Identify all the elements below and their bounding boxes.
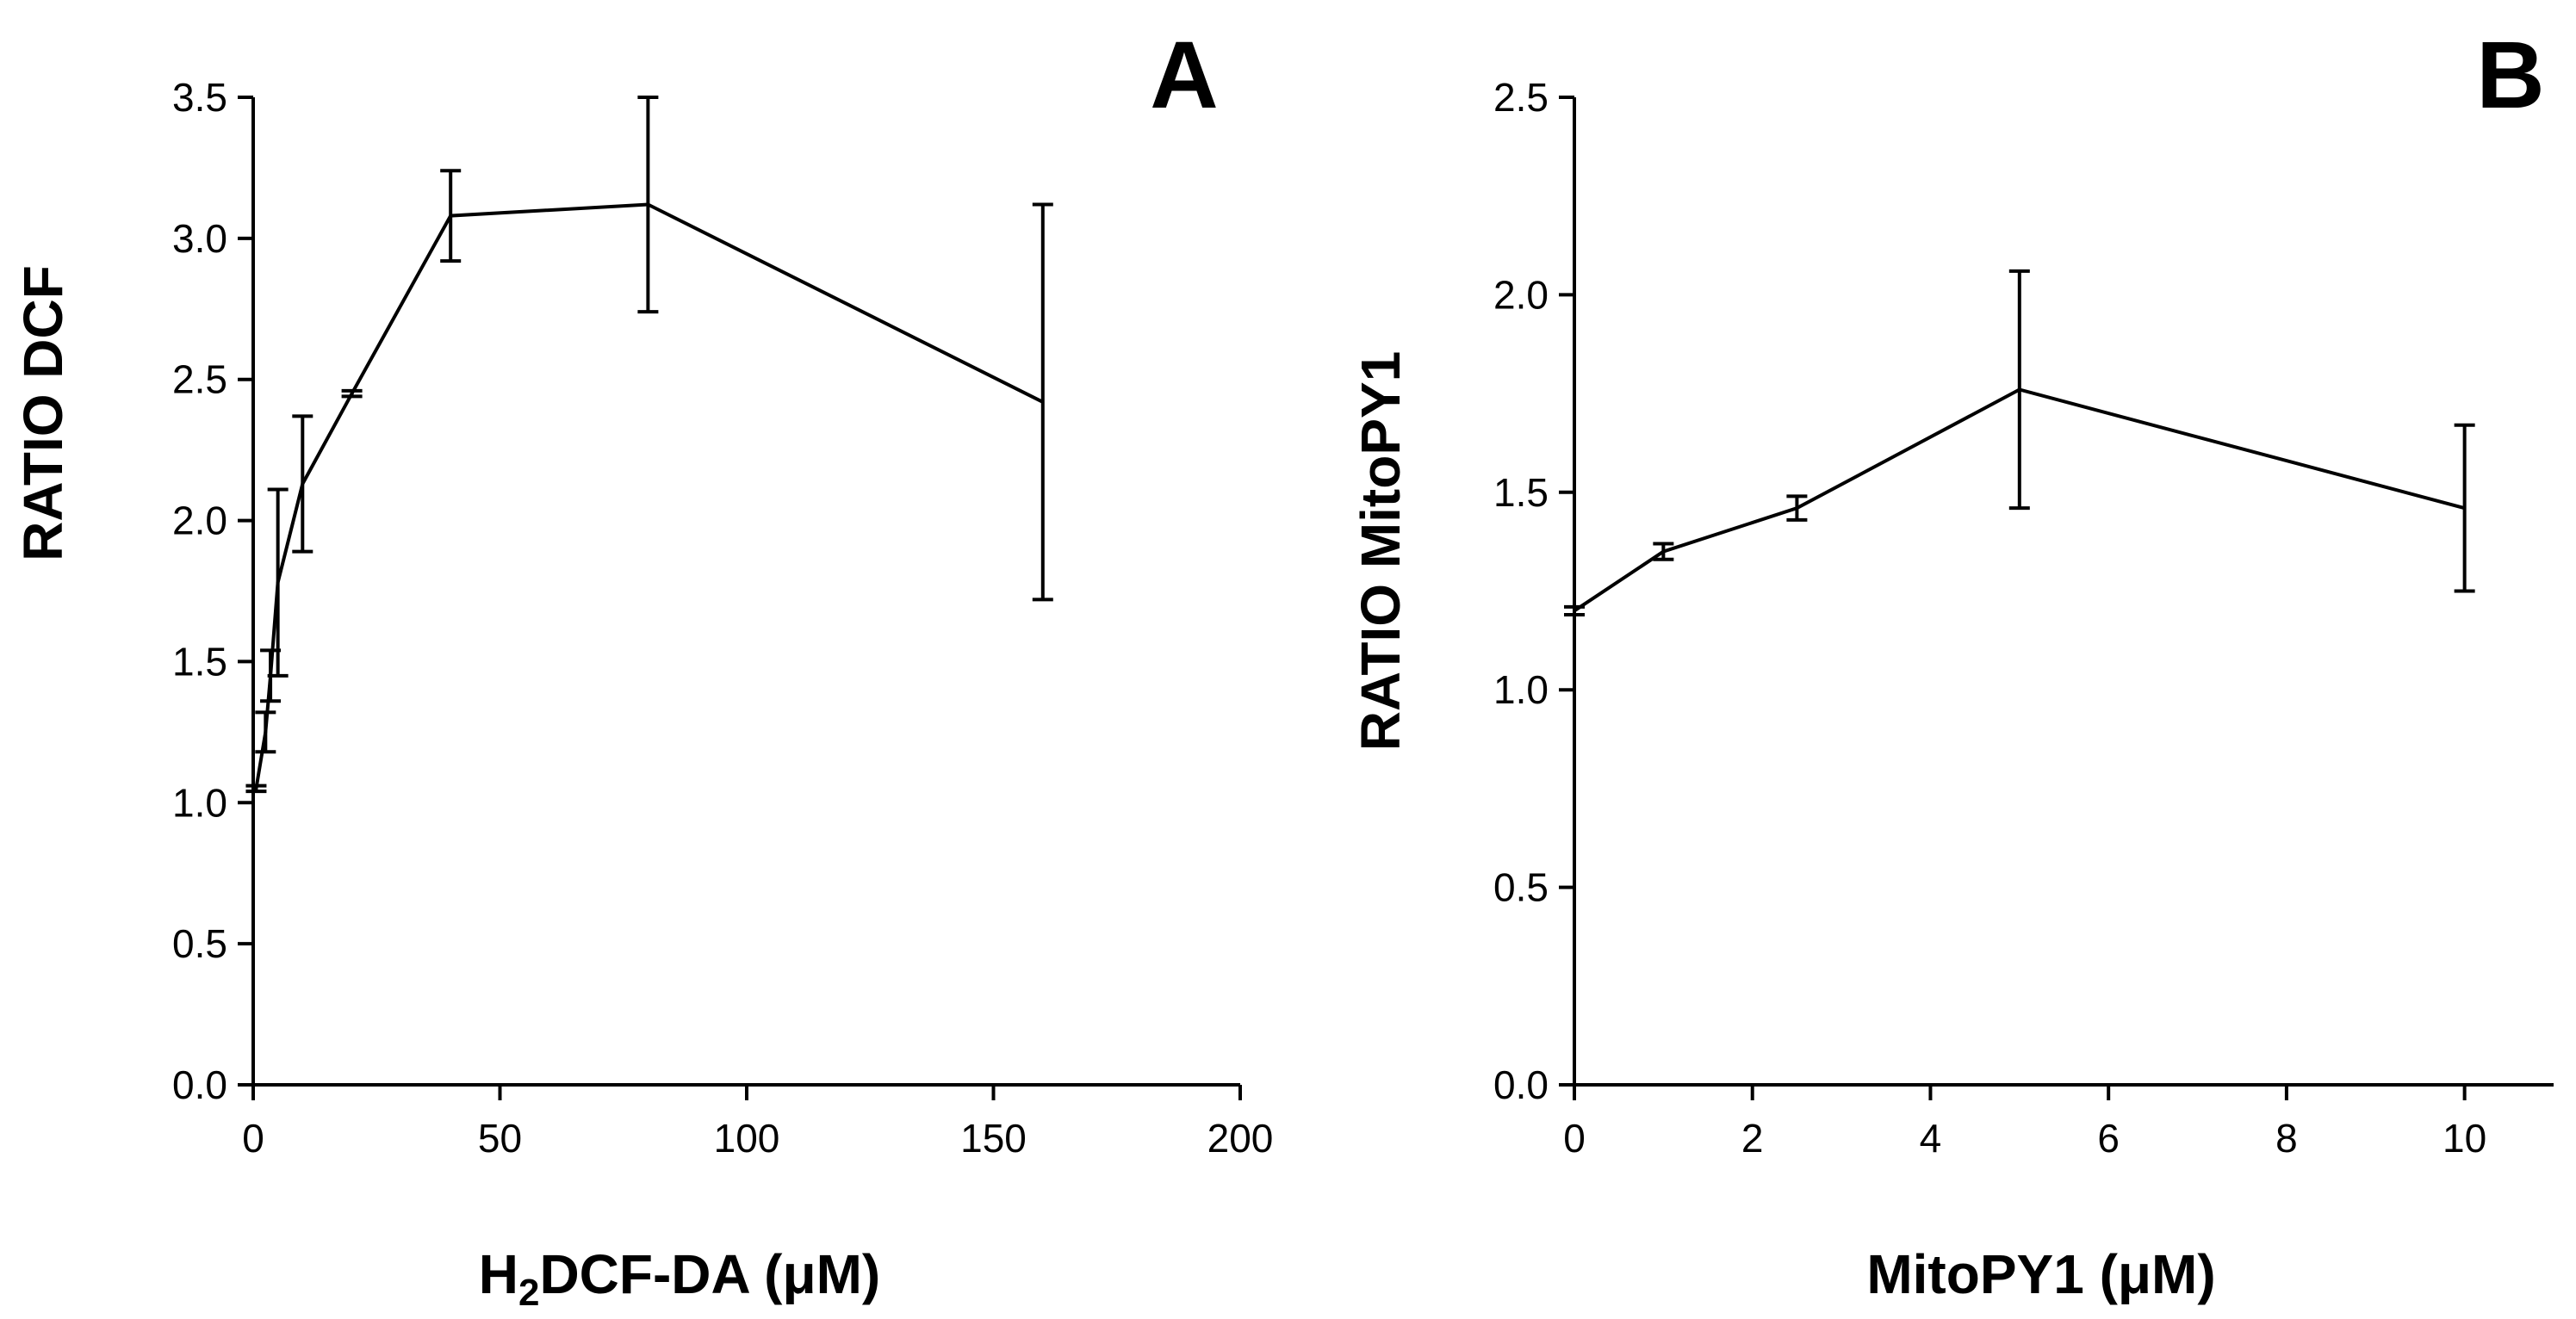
x-axis-title-a-sub: 2 xyxy=(518,1272,539,1314)
x-tick-label-b: 2 xyxy=(1741,1116,1764,1161)
axes-b: 0.0 0.5 1.0 1.5 2.0 2.5 0 2 4 6 8 10 xyxy=(1493,75,2554,1161)
y-tick-label-b: 1.5 xyxy=(1493,470,1549,515)
y-axis-title-b: RATIO MitoPY1 xyxy=(1350,351,1412,752)
chart-panel-b: B RATIO MitoPY1 MitoPY1 (μM) 0.0 0.5 1.0 1.… xyxy=(1350,22,2554,1305)
y-tick-label-a: 3.5 xyxy=(172,75,227,120)
x-tick-label-a: 0 xyxy=(242,1116,264,1161)
x-tick-label-b: 8 xyxy=(2275,1116,2298,1161)
x-axis-title-a: H2DCF-DA (μM) xyxy=(479,1243,880,1314)
y-tick-label-a: 1.0 xyxy=(172,780,227,825)
y-tick-label-a: 2.5 xyxy=(172,357,227,402)
y-tick-label-b: 0.5 xyxy=(1493,865,1549,910)
x-tick-label-b: 6 xyxy=(2097,1116,2120,1161)
x-tick-label-b: 4 xyxy=(1920,1116,1942,1161)
y-tick-label-a: 1.5 xyxy=(172,639,227,684)
x-tick-label-a: 100 xyxy=(714,1116,780,1161)
panel-letter-b: B xyxy=(2476,22,2544,128)
x-axis-title-a-rest: DCF-DA (μM) xyxy=(539,1243,880,1305)
x-tick-label-b: 0 xyxy=(1563,1116,1586,1161)
x-tick-label-a: 50 xyxy=(478,1116,522,1161)
y-tick-label-b: 2.5 xyxy=(1493,75,1549,120)
panel-letter-a: A xyxy=(1150,22,1218,128)
y-axis-title-a: RATIO DCF xyxy=(12,265,74,561)
data-marks-b xyxy=(1564,269,2475,617)
y-tick-label-a: 0.5 xyxy=(172,921,227,966)
x-tick-label-b: 10 xyxy=(2443,1116,2486,1161)
x-tick-label-a: 150 xyxy=(960,1116,1027,1161)
x-axis-title-a-main: H xyxy=(479,1243,518,1305)
y-tick-label-a: 0.0 xyxy=(172,1062,227,1107)
x-axis-title-b: MitoPY1 (μM) xyxy=(1866,1243,2215,1305)
x-tick-label-a: 200 xyxy=(1207,1116,1274,1161)
y-tick-label-a: 2.0 xyxy=(172,498,227,543)
y-tick-label-a: 3.0 xyxy=(172,216,227,261)
y-tick-label-b: 1.0 xyxy=(1493,667,1549,712)
axes-a: 0.0 0.5 1.0 1.5 2.0 2.5 3.0 3.5 0 50 100 150 200 xyxy=(172,75,1273,1161)
y-tick-label-b: 0.0 xyxy=(1493,1062,1549,1107)
y-tick-label-b: 2.0 xyxy=(1493,272,1549,317)
data-marks-a xyxy=(245,96,1053,794)
chart-panel-a: A RATIO DCF H2DCF-DA (μM) 0.0 0.5 1.0 1.5 2.… xyxy=(12,22,1273,1314)
